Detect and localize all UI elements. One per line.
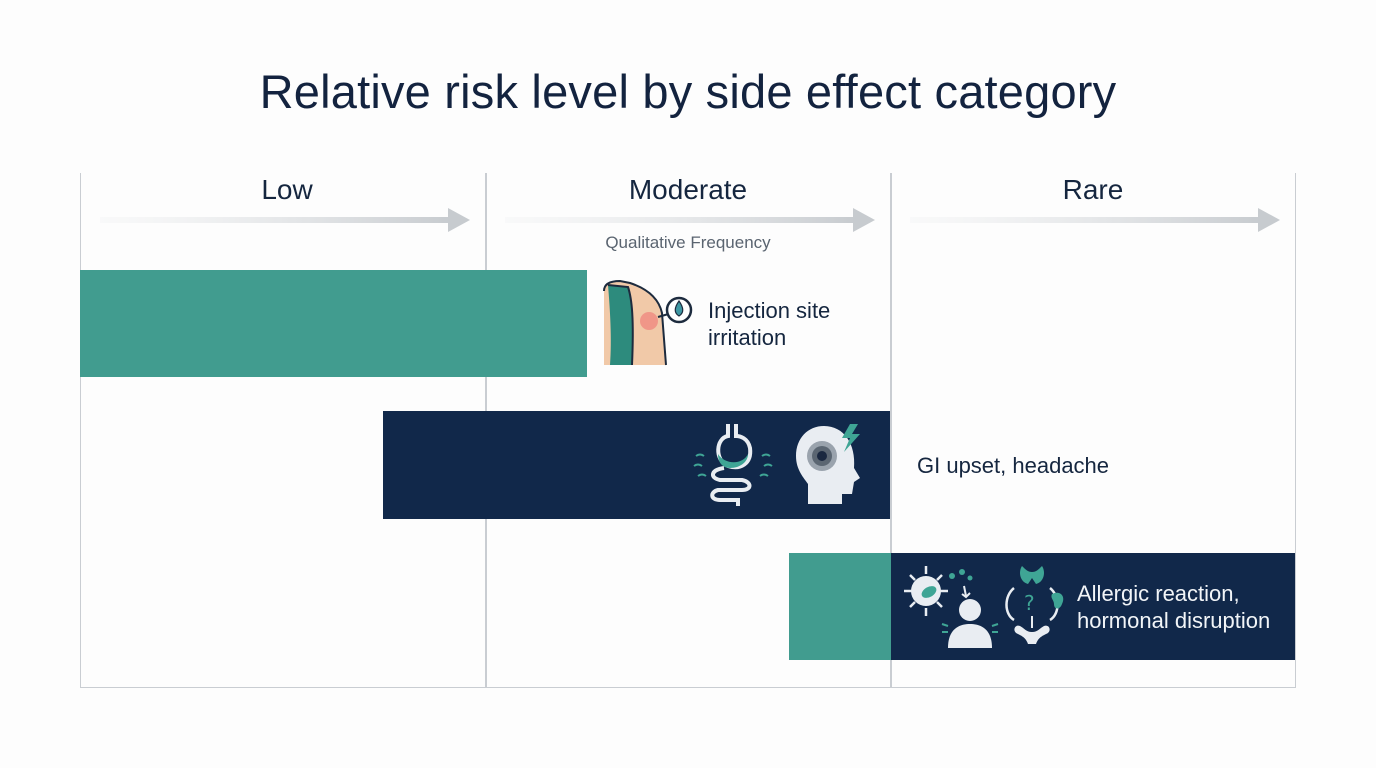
risk-bar-allergic-teal-segment xyxy=(789,553,891,660)
virus-icon xyxy=(904,566,973,616)
svg-text:?: ? xyxy=(1024,591,1035,615)
arrow-right-icon xyxy=(910,208,1280,232)
row-label-allergic-hormonal: Allergic reaction, hormonal disruption xyxy=(1077,580,1270,634)
head-pain-icon xyxy=(796,424,860,504)
column-header-moderate: Moderate xyxy=(628,174,748,205)
risk-bar-injection-site xyxy=(80,270,587,377)
row-label-line: Allergic reaction, xyxy=(1077,581,1240,606)
stomach-intestine-icon xyxy=(693,424,773,506)
column-header-rare: Rare xyxy=(1062,174,1124,205)
hormone-organs-icon: ? xyxy=(1005,566,1064,644)
subheading: Qualitative Frequency xyxy=(605,233,771,252)
row-label-line: hormonal disruption xyxy=(1077,608,1271,633)
person-allergy-icon xyxy=(941,599,999,648)
arrow-right-icon xyxy=(505,208,875,232)
chart-title: Relative risk level by side effect categ… xyxy=(259,65,1117,118)
row-label-gi-headache: GI upset, headache xyxy=(917,453,1110,478)
row-label-line: irritation xyxy=(708,325,787,350)
column-header-low: Low xyxy=(261,174,313,205)
arrow-right-icon xyxy=(100,208,470,232)
row-label-line: Injection site xyxy=(708,298,831,323)
shoulder-injection-icon xyxy=(603,279,693,366)
row-label-injection-site: Injection site irritation xyxy=(708,297,830,351)
column-divider-2 xyxy=(890,173,892,688)
chart-frame xyxy=(80,173,1296,688)
